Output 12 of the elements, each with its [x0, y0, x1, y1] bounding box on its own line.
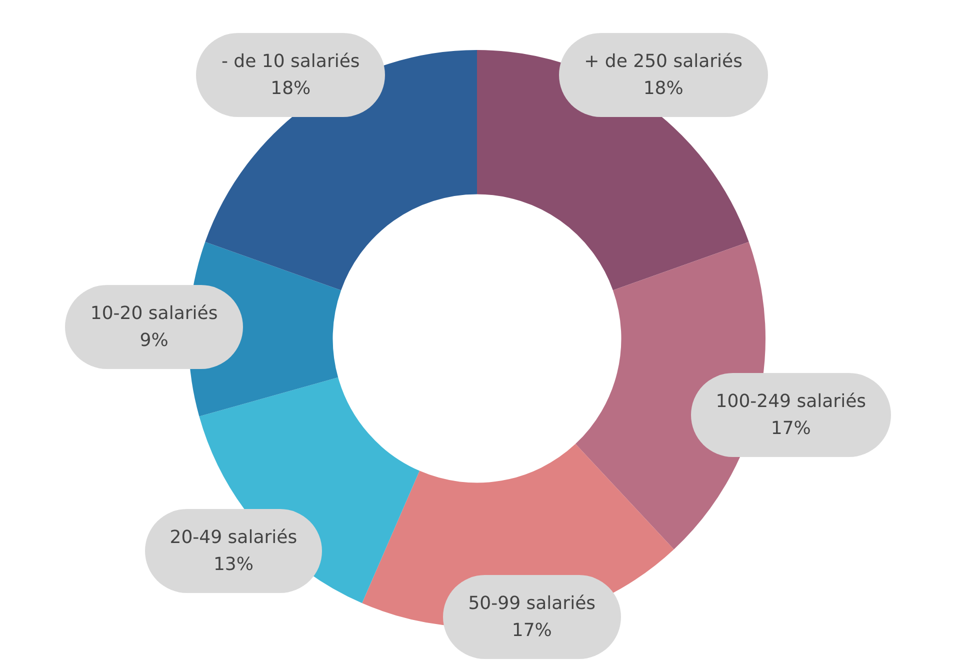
data-label: 13% [213, 552, 254, 577]
data-label: 9% [140, 329, 168, 354]
slice-label: 20-49 salariés [170, 526, 298, 550]
data-label: 18% [643, 76, 684, 101]
data-label: 17% [770, 417, 811, 441]
data-label: 18% [270, 76, 311, 101]
slice-label: - de 10 salariés [221, 50, 360, 74]
slice-label: 100-249 salariés [716, 390, 866, 414]
data-label: 17% [512, 619, 552, 643]
slice-label: 50-99 salariés [468, 592, 596, 616]
slice-label: 10-20 salariés [90, 302, 218, 326]
slice-label: + de 250 salariés [584, 50, 743, 74]
